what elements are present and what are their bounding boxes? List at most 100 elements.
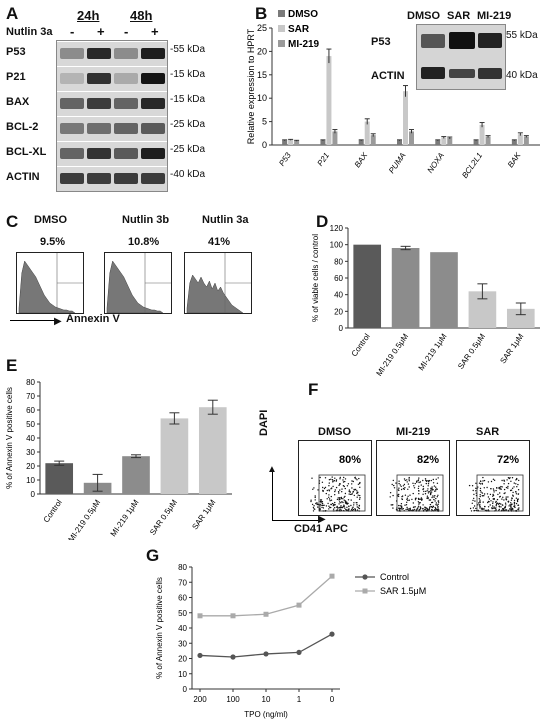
dot — [516, 477, 518, 480]
dot — [354, 508, 356, 510]
dot — [412, 482, 414, 484]
blot-band — [87, 73, 111, 84]
dot — [356, 479, 358, 481]
dot — [477, 504, 479, 506]
dot — [346, 502, 348, 504]
facs-percent: 10.8% — [128, 236, 160, 248]
dot — [343, 476, 345, 479]
x-tick-label: BAK — [506, 150, 523, 169]
x-tick-label: BCL2L1 — [460, 151, 484, 180]
y-tick-label: 40 — [178, 624, 187, 633]
dot — [348, 508, 350, 510]
dot — [349, 491, 351, 493]
y-tick-label: 10 — [26, 476, 35, 485]
dot — [344, 492, 347, 495]
dot — [398, 504, 400, 507]
dot — [498, 487, 500, 489]
dot — [414, 497, 417, 500]
blot-band — [141, 48, 165, 59]
dot — [480, 491, 482, 493]
dot — [401, 498, 403, 500]
blot-band — [60, 123, 84, 134]
dot — [418, 485, 420, 487]
dot — [477, 486, 479, 488]
dot — [357, 491, 359, 493]
dot — [330, 495, 332, 498]
dot — [474, 509, 476, 512]
blot-band — [141, 73, 165, 84]
dot — [425, 490, 427, 493]
x-tick-label: MI-219 0.5μM — [374, 332, 410, 378]
dot — [472, 499, 474, 502]
dot — [347, 483, 350, 485]
dot — [400, 488, 403, 491]
dot — [340, 509, 343, 511]
dot — [515, 497, 518, 499]
data-point — [263, 611, 269, 617]
dot — [319, 500, 322, 503]
blot-band — [87, 98, 111, 109]
dot — [339, 508, 341, 510]
dot — [404, 487, 406, 489]
blot-band — [60, 148, 84, 159]
dot — [479, 489, 482, 492]
data-point — [329, 631, 335, 637]
dot — [317, 489, 319, 491]
x-tick-label: NOXA — [426, 151, 446, 175]
dot — [510, 506, 512, 508]
dot — [339, 489, 341, 491]
blot-band — [421, 34, 445, 48]
dot — [412, 492, 414, 495]
dot — [431, 508, 433, 511]
dot — [398, 507, 401, 509]
bar — [282, 140, 288, 145]
legend-swatch — [278, 25, 285, 32]
legend-marker — [362, 588, 368, 594]
dot — [483, 487, 485, 489]
bar — [511, 140, 517, 145]
dot — [399, 505, 401, 507]
dot — [478, 482, 481, 484]
dot — [333, 480, 336, 482]
dot — [501, 504, 503, 506]
dot — [332, 505, 334, 507]
gate-box — [476, 474, 524, 512]
dot — [341, 491, 343, 493]
dot — [342, 501, 344, 504]
dot — [338, 503, 340, 505]
dot — [488, 501, 490, 503]
dot — [389, 496, 391, 498]
data-point — [197, 613, 203, 619]
x-tick-label: MI-219 1μM — [417, 332, 449, 373]
dot — [321, 501, 324, 503]
dot — [507, 485, 509, 488]
dot — [408, 476, 410, 479]
dot — [356, 492, 358, 494]
y-axis-label: % of viable cells / control — [311, 234, 320, 322]
x-tick-label: P53 — [277, 151, 293, 168]
dot — [495, 504, 498, 506]
dot — [332, 480, 334, 482]
dot — [478, 498, 480, 500]
blot-band — [478, 68, 502, 79]
bar — [122, 456, 150, 494]
dot — [510, 508, 512, 511]
inset-row-p53: P53 — [371, 36, 391, 48]
lane-sign: - — [70, 24, 75, 39]
x-tick-label: 1 — [297, 695, 302, 704]
dot — [511, 497, 513, 500]
y-tick-label: 10 — [257, 93, 267, 103]
dot — [432, 482, 435, 484]
dot — [428, 499, 431, 501]
dot — [430, 487, 432, 489]
blot-band — [114, 148, 138, 159]
dot — [407, 483, 410, 485]
dot — [349, 493, 352, 496]
bar — [485, 136, 491, 145]
dot — [496, 502, 499, 504]
dot — [518, 507, 520, 509]
arrow-right-icon: ▶ — [54, 316, 62, 327]
dot — [517, 483, 519, 486]
blot-band — [60, 98, 84, 109]
dot — [427, 480, 429, 482]
